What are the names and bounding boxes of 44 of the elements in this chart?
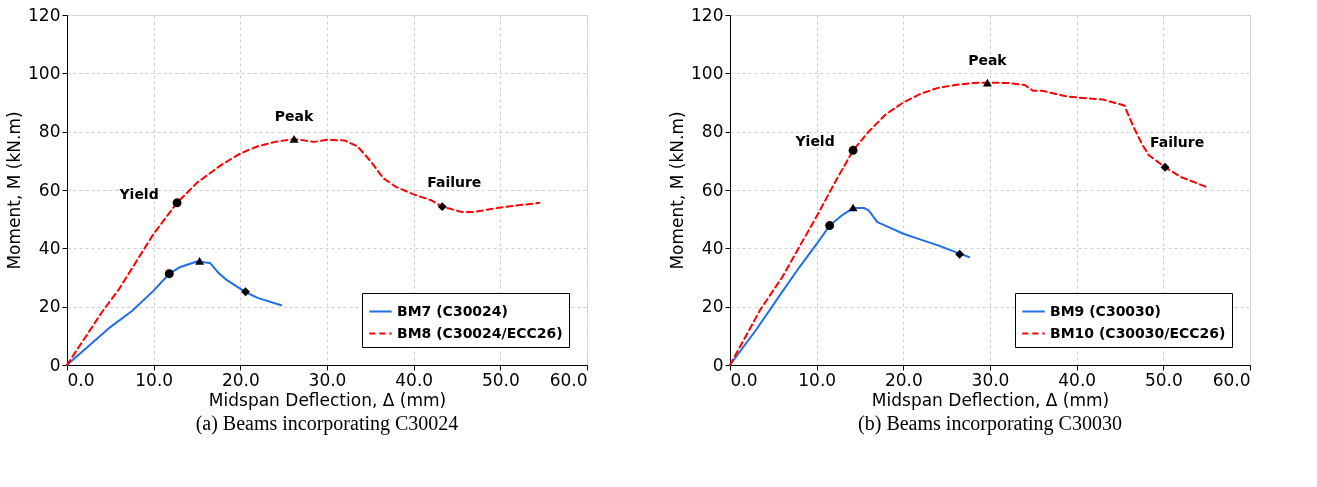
x-tick-label: 0.0 xyxy=(67,369,95,390)
annotation: Peak xyxy=(274,107,315,124)
y-tick-label: 40 xyxy=(701,237,724,258)
x-tick-label: 60.0 xyxy=(549,369,588,390)
y-tick-label: 0 xyxy=(49,354,61,375)
y-tick-label: 60 xyxy=(701,179,724,200)
y-tick-label: 120 xyxy=(691,4,724,25)
x-axis-title: Midspan Deflection, Δ (mm) xyxy=(871,389,1110,410)
x-tick-label: 30.0 xyxy=(308,369,347,390)
x-tick-label: 20.0 xyxy=(884,369,923,390)
annotation: Yield xyxy=(118,185,159,202)
x-tick-label: 10.0 xyxy=(135,369,174,390)
text: (b) Beams incorporating C30030 xyxy=(858,412,1122,435)
x-tick-label: 50.0 xyxy=(481,369,520,390)
annotation: Peak xyxy=(968,51,1008,68)
x-tick-label: 0.0 xyxy=(730,369,758,390)
y-tick-label: 20 xyxy=(701,296,724,317)
annotation: Yield xyxy=(794,133,835,150)
y-axis-title: Moment, M (kN.m) xyxy=(667,111,688,270)
x-axis-title: Midspan Deflection, Δ (mm) xyxy=(208,389,447,410)
annotation: Failure xyxy=(1149,134,1205,151)
legend-label: BM10 (C30030/ECC26) xyxy=(1050,324,1226,341)
x-tick-label: 10.0 xyxy=(798,369,837,390)
y-tick-label: 60 xyxy=(38,179,61,200)
y-tick-label: 80 xyxy=(38,121,61,142)
x-tick-label: 60.0 xyxy=(1212,369,1251,390)
x-tick-label: 30.0 xyxy=(971,369,1010,390)
y-tick-label: 0 xyxy=(712,354,724,375)
y-tick-label: 80 xyxy=(701,121,724,142)
legend-label: BM7 (C30024) xyxy=(397,302,508,319)
legend-label: BM8 (C30024/ECC26) xyxy=(397,324,563,341)
x-tick-label: 40.0 xyxy=(1058,369,1097,390)
y-tick-label: 100 xyxy=(28,62,61,83)
y-tick-label: 40 xyxy=(38,237,61,258)
annotation: Failure xyxy=(427,173,482,190)
legend-label: BM9 (C30030) xyxy=(1050,302,1161,319)
y-tick-label: 20 xyxy=(38,296,61,317)
y-tick-label: 100 xyxy=(691,62,724,83)
y-axis-title: Moment, M (kN.m) xyxy=(4,111,25,270)
x-tick-label: 40.0 xyxy=(395,369,434,390)
x-tick-label: 50.0 xyxy=(1144,369,1183,390)
x-tick-label: 20.0 xyxy=(221,369,260,390)
y-tick-label: 120 xyxy=(28,4,61,25)
text: (a) Beams incorporating C30024 xyxy=(195,412,459,435)
